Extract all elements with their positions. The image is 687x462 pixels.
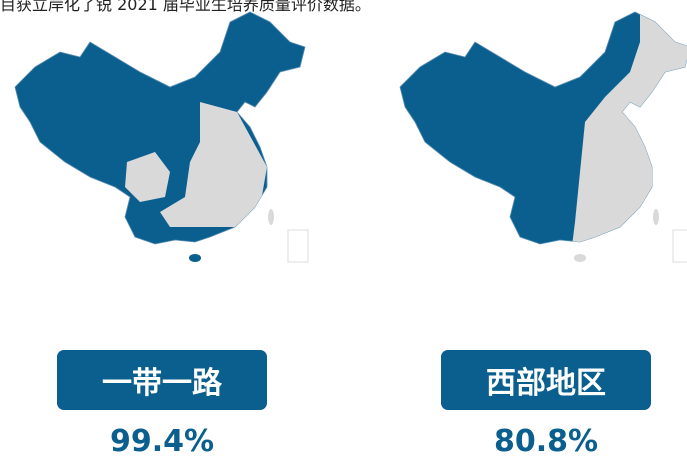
intro-text: 目获立岸化了锐 2021 届毕业生培养质量评价数据。 <box>0 0 371 14</box>
maps <box>14 11 687 263</box>
percent: 99.4% <box>109 424 215 459</box>
map-belt-road <box>14 11 309 263</box>
percent: 80.8% <box>493 424 599 459</box>
label-box: 西部地区 <box>441 350 651 410</box>
label-box: 一带一路 <box>57 350 267 410</box>
map-western <box>399 11 687 263</box>
